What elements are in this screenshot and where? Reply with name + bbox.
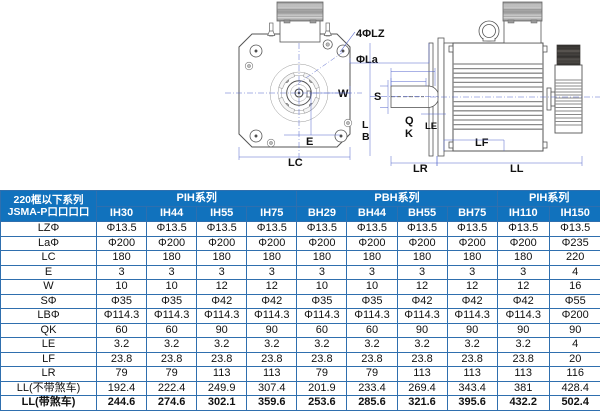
svg-text:LC: LC — [288, 157, 303, 169]
svg-text:K: K — [405, 128, 413, 140]
svg-text:ΦLa: ΦLa — [356, 54, 379, 66]
svg-text:LF: LF — [475, 137, 489, 149]
svg-text:Q: Q — [405, 115, 414, 127]
svg-text:B: B — [362, 131, 370, 143]
svg-text:LR: LR — [413, 163, 428, 175]
svg-text:W: W — [338, 88, 349, 100]
svg-text:L: L — [362, 119, 369, 131]
svg-text:LE: LE — [425, 121, 437, 132]
svg-text:E: E — [306, 136, 313, 148]
svg-text:4ΦLZ: 4ΦLZ — [356, 28, 385, 40]
svg-text:S: S — [374, 91, 381, 103]
svg-text:LL: LL — [510, 163, 524, 175]
